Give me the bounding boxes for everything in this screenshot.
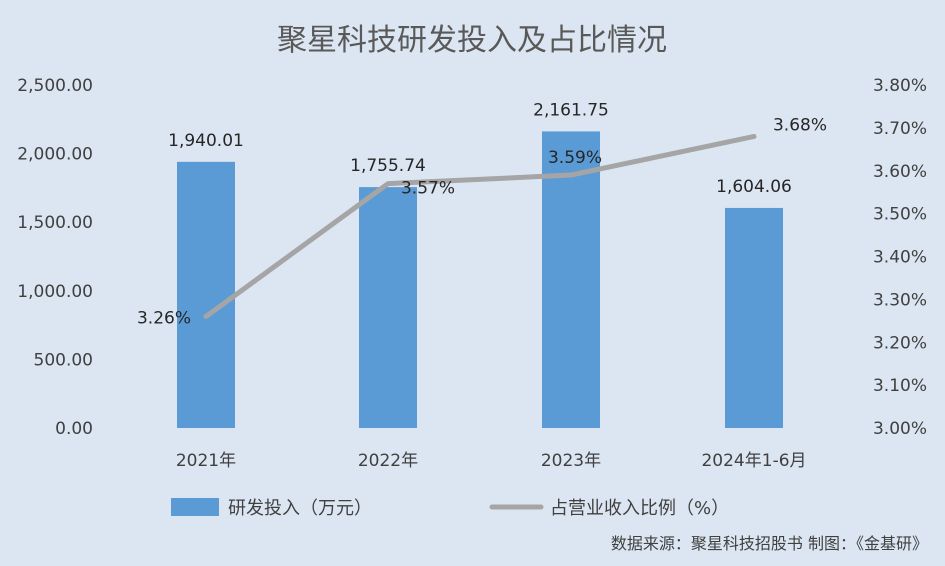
left-axis-ticks: 0.00 500.00 1,000.00 1,500.00 2,000.00 2,500.… <box>17 76 93 439</box>
legend-line-label: 占营业收入比例（%） <box>550 498 729 519</box>
bar-value-label: 1,940.01 <box>168 131 244 151</box>
bar-series: 1,940.01 1,755.74 2,161.75 1,604.06 <box>168 100 792 428</box>
legend-bar-label: 研发投入（万元） <box>228 498 372 519</box>
legend-bar-swatch <box>171 498 219 516</box>
line-value-label: 3.26% <box>137 309 191 329</box>
line-value-label: 3.59% <box>548 148 602 168</box>
right-tick-label: 3.40% <box>873 248 927 268</box>
x-tick-label: 2021年 <box>176 451 236 471</box>
left-tick-label: 1,000.00 <box>17 282 93 302</box>
chart-title: 聚星科技研发投入及占比情况 <box>277 23 667 58</box>
left-tick-label: 2,000.00 <box>17 145 93 165</box>
right-tick-label: 3.00% <box>873 419 927 439</box>
right-tick-label: 3.60% <box>873 162 927 182</box>
x-axis-ticks: 2021年 2022年 2023年 2024年1-6月 <box>176 451 807 471</box>
bar <box>725 207 783 428</box>
bar <box>177 161 235 428</box>
bar-value-label: 1,755.74 <box>350 156 426 176</box>
source-note: 数据来源：聚星科技招股书 制图：《金基研》 <box>611 534 928 553</box>
bar-value-label: 1,604.06 <box>716 177 792 197</box>
bar-value-label: 2,161.75 <box>533 100 609 120</box>
x-tick-label: 2024年1-6月 <box>701 451 806 471</box>
left-tick-label: 2,500.00 <box>17 76 93 96</box>
line-value-label: 3.68% <box>773 115 827 135</box>
x-tick-label: 2023年 <box>541 451 601 471</box>
right-tick-label: 3.10% <box>873 376 927 396</box>
bar <box>359 187 417 428</box>
right-tick-label: 3.20% <box>873 333 927 353</box>
right-tick-label: 3.30% <box>873 290 927 310</box>
x-tick-label: 2022年 <box>358 451 418 471</box>
right-tick-label: 3.70% <box>873 119 927 139</box>
left-tick-label: 500.00 <box>34 350 93 370</box>
left-tick-label: 1,500.00 <box>17 213 93 233</box>
right-tick-label: 3.80% <box>873 76 927 96</box>
series-line <box>203 133 757 320</box>
bar <box>542 131 600 428</box>
right-axis-ticks: 3.00% 3.10% 3.20% 3.30% 3.40% 3.50% 3.60% 3.70%… <box>873 76 927 439</box>
line-value-label: 3.57% <box>401 179 455 199</box>
right-tick-label: 3.50% <box>873 205 927 225</box>
line-series: 3.26% 3.57% 3.59% 3.68% <box>137 115 827 328</box>
left-tick-label: 0.00 <box>55 419 93 439</box>
legend: 研发投入（万元） 占营业收入比例（%） <box>171 498 729 519</box>
